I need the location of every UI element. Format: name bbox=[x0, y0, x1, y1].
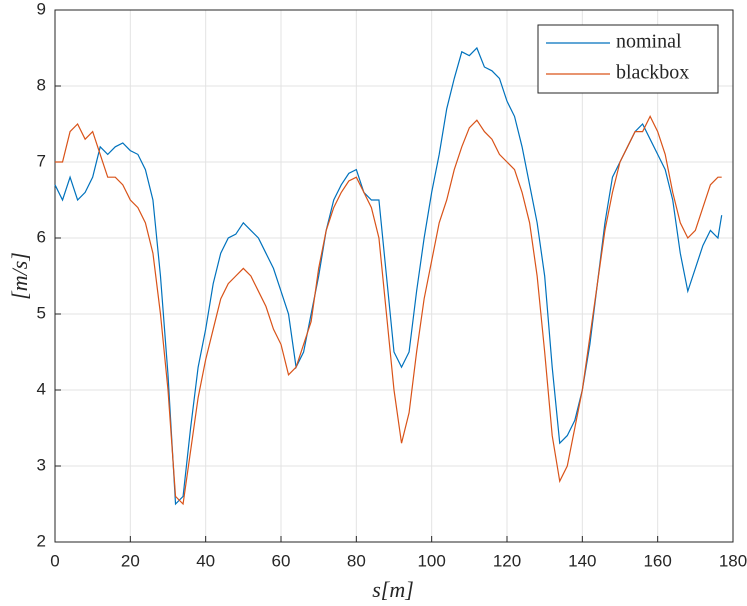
y-axis-label: [m/s] bbox=[7, 252, 32, 300]
x-tick-label: 100 bbox=[417, 551, 445, 570]
legend-label: nominal bbox=[616, 31, 682, 53]
x-tick-label: 60 bbox=[272, 551, 291, 570]
y-tick-label: 2 bbox=[37, 531, 46, 550]
x-tick-label: 20 bbox=[121, 551, 140, 570]
y-tick-label: 5 bbox=[37, 303, 46, 322]
y-tick-label: 8 bbox=[37, 75, 46, 94]
y-tick-label: 4 bbox=[37, 379, 46, 398]
y-tick-label: 9 bbox=[37, 0, 46, 18]
legend-label: blackbox bbox=[616, 62, 689, 84]
plot-frame bbox=[54, 9, 734, 543]
x-tick-label: 160 bbox=[643, 551, 671, 570]
y-tick-label: 6 bbox=[37, 227, 46, 246]
x-tick-label: 40 bbox=[196, 551, 215, 570]
x-tick-label: 80 bbox=[347, 551, 366, 570]
x-tick-label: 0 bbox=[50, 551, 59, 570]
x-tick-label: 180 bbox=[719, 551, 747, 570]
x-tick-label: 140 bbox=[568, 551, 596, 570]
data-line bbox=[54, 46, 723, 506]
y-tick-label: 3 bbox=[37, 455, 46, 474]
y-tick-label: 7 bbox=[37, 151, 46, 170]
legend-box bbox=[537, 24, 719, 94]
x-tick-label: 120 bbox=[493, 551, 521, 570]
x-axis-label: s[m] bbox=[372, 577, 414, 602]
data-line bbox=[55, 115, 722, 506]
legend: nominal blackbox bbox=[537, 24, 719, 94]
